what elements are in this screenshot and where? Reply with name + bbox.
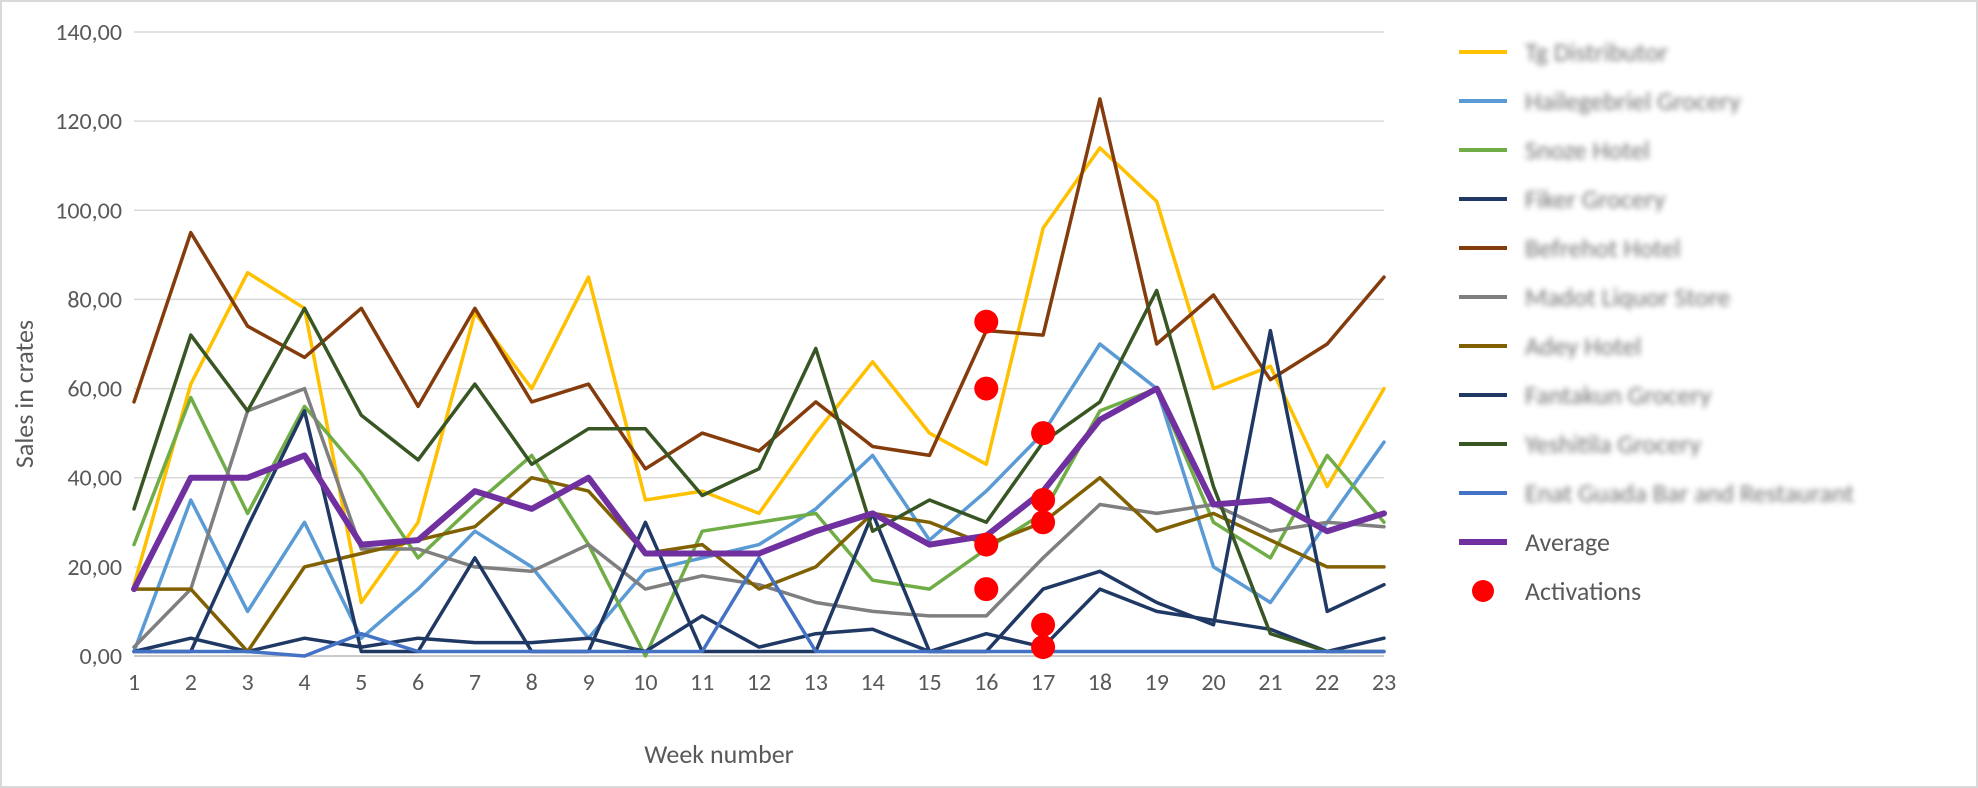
x-tick-label: 13 [804, 668, 828, 697]
legend-label: Tg Distributor [1525, 36, 1668, 68]
y-tick-label: 80,00 [67, 285, 122, 314]
legend-swatch-line [1459, 99, 1507, 103]
legend-label: Activations [1525, 575, 1641, 607]
legend-label: Adey Hotel [1525, 330, 1641, 362]
activation-marker [974, 577, 998, 601]
x-tick-label: 16 [974, 668, 998, 697]
x-tick-label: 17 [1031, 668, 1055, 697]
x-tick-label: 22 [1315, 668, 1339, 697]
x-tick-label: 18 [1088, 668, 1112, 697]
x-tick-label: 11 [690, 668, 714, 697]
activation-marker [974, 377, 998, 401]
x-tick-label: 5 [355, 668, 367, 697]
x-tick-label: 10 [633, 668, 657, 697]
x-tick-label: 23 [1372, 668, 1396, 697]
x-tick-label: 19 [1145, 668, 1169, 697]
x-tick-label: 9 [582, 668, 594, 697]
chart-container: Sales in crates 0,00 20,00 40,00 60,00 80,00… [0, 0, 1978, 788]
legend-item: Hailegebriel Grocery [1459, 76, 1959, 125]
legend-swatch-line [1459, 148, 1507, 152]
legend-label: Fantakun Grocery [1525, 379, 1711, 411]
activation-marker [1031, 510, 1055, 534]
activation-marker [1031, 613, 1055, 637]
legend-swatch-line [1459, 295, 1507, 299]
legend-swatch-line [1459, 246, 1507, 250]
x-tick-label: 20 [1201, 668, 1225, 697]
legend-item: Activations [1459, 566, 1959, 615]
series-line [134, 331, 1384, 652]
y-tick-label: 0,00 [80, 642, 122, 671]
legend-label: Befrehot Hotel [1525, 232, 1681, 264]
x-tick-label: 4 [298, 668, 310, 697]
legend-item: Yeshitila Grocery [1459, 419, 1959, 468]
series-line [134, 99, 1384, 469]
legend-item: Adey Hotel [1459, 321, 1959, 370]
y-tick-label: 140,00 [55, 18, 122, 47]
legend-swatch-line [1459, 393, 1507, 397]
legend-label: Average [1525, 526, 1610, 558]
legend-label: Hailegebriel Grocery [1525, 85, 1741, 117]
legend-label: Snoze Hotel [1525, 134, 1650, 166]
x-tick-label: 6 [412, 668, 424, 697]
legend-swatch-line [1459, 344, 1507, 348]
x-tick-label: 7 [469, 668, 481, 697]
x-tick-label: 15 [917, 668, 941, 697]
x-axis-label: Week number [644, 738, 794, 770]
y-tick-label: 40,00 [67, 464, 122, 493]
legend-item: Enat Guada Bar and Restaurant [1459, 468, 1959, 517]
activation-marker [1031, 488, 1055, 512]
legend-swatch-marker [1472, 580, 1494, 602]
x-tick-label: 12 [747, 668, 771, 697]
chart-inner: Sales in crates 0,0020,0040,0060,0080,00… [14, 12, 1964, 776]
legend-item: Fantakun Grocery [1459, 370, 1959, 419]
legend-item: Snoze Hotel [1459, 125, 1959, 174]
plot-svg: 0,00 20,00 40,00 60,00 80,00 100,00 120,00 140,… [14, 12, 1424, 726]
activation-marker [1031, 635, 1055, 659]
x-tick-label: 1 [128, 668, 140, 697]
legend-item: Tg Distributor [1459, 27, 1959, 76]
series-line [134, 478, 1384, 652]
y-tick-label: 100,00 [55, 196, 122, 225]
legend: Tg Distributor Hailegebriel Grocery Snoze … [1424, 12, 1964, 776]
series-line [134, 148, 1384, 603]
x-tick-label: 14 [860, 668, 884, 697]
legend-swatch-line [1459, 442, 1507, 446]
legend-item: Fiker Grocery [1459, 174, 1959, 223]
legend-item: Befrehot Hotel [1459, 223, 1959, 272]
legend-label: Enat Guada Bar and Restaurant [1525, 477, 1854, 509]
x-tick-label: 8 [526, 668, 538, 697]
x-tick-label: 21 [1258, 668, 1282, 697]
x-tick-label: 3 [242, 668, 254, 697]
y-tick-label: 20,00 [67, 553, 122, 582]
x-tick-label: 2 [185, 668, 197, 697]
legend-item: Average [1459, 517, 1959, 566]
plot-area: Sales in crates 0,0020,0040,0060,0080,00… [14, 12, 1424, 776]
legend-label: Fiker Grocery [1525, 183, 1665, 215]
activation-marker [974, 533, 998, 557]
activation-marker [974, 310, 998, 334]
legend-swatch-line [1459, 50, 1507, 54]
legend-swatch-line [1459, 197, 1507, 201]
activation-marker [1031, 421, 1055, 445]
legend-swatch-line [1459, 491, 1507, 495]
series-line [134, 589, 1384, 651]
legend-label: Madot Liquor Store [1525, 281, 1730, 313]
legend-item: Madot Liquor Store [1459, 272, 1959, 321]
legend-swatch-line [1459, 539, 1507, 545]
legend-label: Yeshitila Grocery [1525, 428, 1701, 460]
y-tick-label: 60,00 [67, 375, 122, 404]
y-tick-label: 120,00 [55, 107, 122, 136]
y-axis-label: Sales in crates [8, 320, 40, 468]
